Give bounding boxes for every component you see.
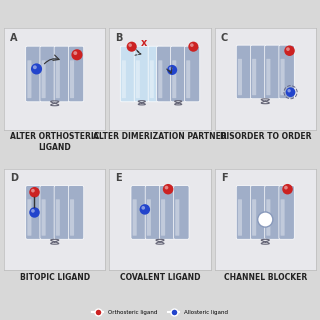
Text: C: C [221,33,228,43]
FancyBboxPatch shape [158,60,162,98]
Circle shape [188,42,198,52]
Circle shape [71,49,83,60]
FancyBboxPatch shape [56,199,60,236]
Circle shape [282,184,293,195]
FancyBboxPatch shape [265,186,280,239]
FancyBboxPatch shape [186,60,190,98]
X-axis label: DISORDER TO ORDER: DISORDER TO ORDER [220,132,311,141]
FancyBboxPatch shape [120,46,135,102]
FancyBboxPatch shape [251,186,266,239]
FancyBboxPatch shape [252,59,256,95]
Circle shape [31,209,35,213]
FancyBboxPatch shape [68,186,84,239]
FancyBboxPatch shape [236,186,252,239]
FancyBboxPatch shape [159,186,175,239]
Circle shape [31,63,42,75]
FancyBboxPatch shape [26,46,41,102]
FancyBboxPatch shape [42,199,46,236]
FancyBboxPatch shape [56,60,60,98]
FancyBboxPatch shape [54,46,69,102]
FancyBboxPatch shape [174,186,189,239]
Circle shape [127,42,137,52]
Circle shape [286,87,295,97]
X-axis label: BITOPIC LIGAND: BITOPIC LIGAND [20,273,90,282]
X-axis label: COVALENT LIGAND: COVALENT LIGAND [120,273,200,282]
FancyBboxPatch shape [172,60,176,98]
Circle shape [258,212,273,227]
FancyBboxPatch shape [281,59,284,95]
FancyBboxPatch shape [266,199,270,236]
Circle shape [284,186,288,189]
Circle shape [287,89,291,92]
FancyBboxPatch shape [122,60,126,98]
FancyBboxPatch shape [150,60,154,98]
Text: D: D [10,173,18,183]
Circle shape [33,65,37,69]
Circle shape [165,186,168,189]
Text: B: B [116,33,123,43]
FancyBboxPatch shape [68,46,84,102]
FancyBboxPatch shape [147,199,151,236]
FancyBboxPatch shape [40,46,55,102]
FancyBboxPatch shape [157,46,172,102]
Circle shape [140,204,150,215]
FancyBboxPatch shape [70,199,74,236]
Circle shape [284,45,295,56]
FancyBboxPatch shape [136,60,140,98]
FancyBboxPatch shape [281,199,284,236]
FancyBboxPatch shape [236,45,252,99]
X-axis label: CHANNEL BLOCKER: CHANNEL BLOCKER [224,273,307,282]
FancyBboxPatch shape [27,60,31,98]
FancyBboxPatch shape [265,45,280,99]
FancyBboxPatch shape [175,199,179,236]
FancyBboxPatch shape [132,199,137,236]
Circle shape [29,207,40,218]
FancyBboxPatch shape [148,46,163,102]
FancyBboxPatch shape [185,46,200,102]
Circle shape [163,184,173,195]
FancyBboxPatch shape [134,46,149,102]
Text: A: A [10,33,18,43]
Circle shape [29,187,40,197]
FancyBboxPatch shape [54,186,69,239]
FancyBboxPatch shape [145,186,161,239]
Circle shape [31,189,35,193]
FancyBboxPatch shape [161,199,165,236]
FancyBboxPatch shape [131,186,146,239]
FancyBboxPatch shape [252,199,256,236]
FancyBboxPatch shape [171,46,186,102]
FancyBboxPatch shape [279,45,294,99]
Text: F: F [221,173,228,183]
FancyBboxPatch shape [238,199,242,236]
Circle shape [286,47,290,51]
Circle shape [128,44,132,47]
Circle shape [73,51,77,55]
FancyBboxPatch shape [40,186,55,239]
Circle shape [190,44,194,47]
Text: E: E [116,173,122,183]
FancyBboxPatch shape [279,186,294,239]
FancyBboxPatch shape [70,60,74,98]
FancyBboxPatch shape [251,45,266,99]
FancyBboxPatch shape [26,186,41,239]
FancyBboxPatch shape [266,59,270,95]
Legend: Orthosteric ligand, Allosteric ligand: Orthosteric ligand, Allosteric ligand [90,308,230,317]
Circle shape [169,67,172,70]
X-axis label: ALTER ORTHOSTERIC
LIGAND: ALTER ORTHOSTERIC LIGAND [10,132,100,152]
FancyBboxPatch shape [27,199,31,236]
Circle shape [167,65,177,75]
X-axis label: ALTER DIMERIZATION PARTNER: ALTER DIMERIZATION PARTNER [93,132,227,141]
Circle shape [141,206,145,210]
FancyBboxPatch shape [238,59,242,95]
FancyBboxPatch shape [42,60,46,98]
Text: x: x [141,38,147,48]
